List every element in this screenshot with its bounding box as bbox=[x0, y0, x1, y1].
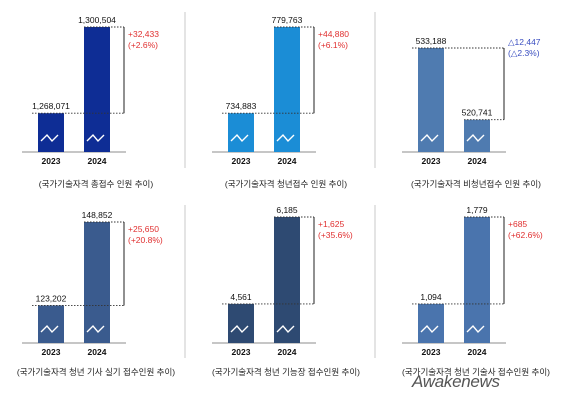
bar-2024 bbox=[274, 217, 300, 343]
axis-break-mark bbox=[86, 324, 105, 334]
data-label: 148,852 bbox=[82, 210, 113, 220]
change-percent-label: (+2.6%) bbox=[128, 40, 158, 50]
change-label: +32,433 bbox=[128, 29, 159, 39]
change-label: +25,650 bbox=[128, 224, 159, 234]
bar-2023 bbox=[418, 303, 444, 343]
data-label: 4,561 bbox=[230, 292, 252, 302]
x-tick-label: 2023 bbox=[232, 347, 251, 357]
axis-break-mark bbox=[40, 133, 59, 143]
axis-break-mark bbox=[276, 133, 295, 143]
x-tick-label: 2023 bbox=[42, 347, 61, 357]
x-tick-label: 2024 bbox=[278, 156, 297, 166]
chart-panel-1: 2023 1,268,071 2024 1,300,504 +32,433(+2.6%) bbox=[22, 12, 186, 168]
bar-2024 bbox=[274, 27, 300, 152]
bar-2024 bbox=[84, 27, 110, 152]
data-label: 1,300,504 bbox=[78, 15, 116, 25]
x-tick-label: 2024 bbox=[88, 347, 107, 357]
caption-chart-2: (국가기술자격 청년접수 인원 추이) bbox=[224, 179, 348, 189]
axis-break-mark bbox=[276, 324, 295, 334]
bar-2023 bbox=[228, 303, 254, 343]
caption-chart-4: (국가기술자격 청년 기사 실기 접수인원 추이) bbox=[16, 367, 176, 377]
bar-2023 bbox=[228, 113, 254, 152]
x-tick-label: 2024 bbox=[468, 347, 487, 357]
axis-break-mark bbox=[466, 324, 485, 334]
axis-break-mark bbox=[230, 133, 249, 143]
data-label: 1,779 bbox=[466, 205, 488, 215]
watermark-logo: Awakenews bbox=[412, 372, 500, 391]
change-label: +685 bbox=[508, 219, 527, 229]
x-tick-label: 2023 bbox=[422, 156, 441, 166]
chart-panel-4: 2023 123,202 2024 148,852 +25,650(+20.8%) bbox=[22, 205, 186, 358]
change-percent-label: (△2.3%) bbox=[508, 48, 540, 58]
data-label: 533,188 bbox=[416, 36, 447, 46]
data-label: 1,094 bbox=[420, 292, 442, 302]
axis-break-mark bbox=[230, 324, 249, 334]
x-tick-label: 2023 bbox=[232, 156, 251, 166]
chart-panel-3: 2023 533,188 2024 520,741 △12,447(△2.3%) bbox=[402, 36, 541, 166]
bar-2023 bbox=[38, 113, 64, 152]
caption-chart-6: (국가기술자격 청년 기술사 접수인원 추이) bbox=[401, 367, 551, 377]
change-percent-label: (+35.6%) bbox=[318, 230, 353, 240]
bar-2023 bbox=[418, 48, 444, 152]
data-label: 520,741 bbox=[462, 108, 493, 118]
x-tick-label: 2023 bbox=[42, 156, 61, 166]
axis-break-mark bbox=[420, 133, 439, 143]
change-label: +1,625 bbox=[318, 219, 345, 229]
bar-2024 bbox=[464, 217, 490, 343]
caption-chart-5: (국가기술자격 청년 기능장 접수인원 추이) bbox=[211, 367, 361, 377]
x-tick-label: 2023 bbox=[422, 347, 441, 357]
data-label: 779,763 bbox=[272, 15, 303, 25]
change-percent-label: (+20.8%) bbox=[128, 235, 163, 245]
axis-break-mark bbox=[86, 133, 105, 143]
data-label: 1,268,071 bbox=[32, 101, 70, 111]
data-label: 123,202 bbox=[36, 293, 67, 303]
bar-2024 bbox=[464, 119, 490, 152]
x-tick-label: 2024 bbox=[88, 156, 107, 166]
change-label: +44,880 bbox=[318, 29, 349, 39]
bar-2024 bbox=[84, 222, 110, 343]
chart-panel-2: 2023 734,883 2024 779,763 +44,880(+6.1%) bbox=[212, 12, 376, 168]
x-tick-label: 2024 bbox=[278, 347, 297, 357]
caption-chart-1: (국가기술자격 총접수 인원 추이) bbox=[38, 179, 154, 189]
change-percent-label: (+6.1%) bbox=[318, 40, 348, 50]
chart-panel-6: 2023 1,094 2024 1,779 +685(+62.6%) bbox=[402, 205, 543, 357]
change-percent-label: (+62.6%) bbox=[508, 230, 543, 240]
x-tick-label: 2024 bbox=[468, 156, 487, 166]
data-label: 734,883 bbox=[226, 101, 257, 111]
axis-break-mark bbox=[466, 133, 485, 143]
bar-2023 bbox=[38, 305, 64, 343]
axis-break-mark bbox=[420, 324, 439, 334]
change-label: △12,447 bbox=[508, 37, 541, 47]
data-label: 6,185 bbox=[276, 205, 298, 215]
caption-chart-3: (국가기술자격 비청년접수 인원 추이) bbox=[410, 179, 542, 189]
axis-break-mark bbox=[40, 324, 59, 334]
chart-panel-5: 2023 4,561 2024 6,185 +1,625(+35.6%) bbox=[212, 205, 376, 358]
